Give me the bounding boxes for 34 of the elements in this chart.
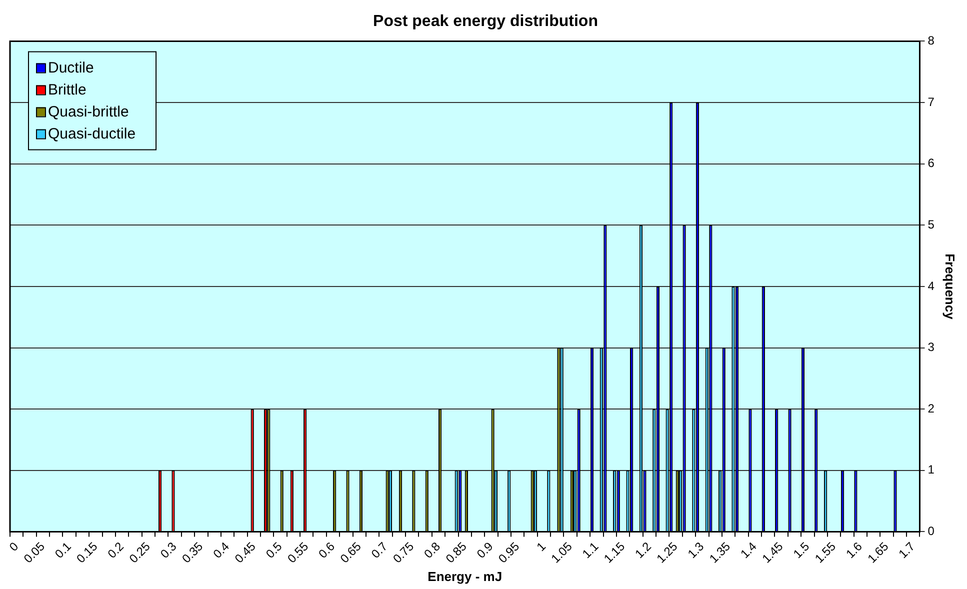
y-tick-label: 2 (928, 401, 935, 416)
x-tick-label: 1.3 (684, 539, 707, 562)
x-tick-label: 1.2 (632, 539, 654, 562)
y-tick-label: 7 (928, 94, 935, 109)
x-tick-label: 1.6 (843, 539, 866, 562)
legend-label: Quasi-brittle (48, 103, 129, 120)
y-tick-label: 0 (928, 524, 935, 538)
x-tick-label: 1.4 (738, 539, 760, 562)
x-tick-label: 0.2 (104, 539, 127, 562)
chart-title: Post peak energy distribution (373, 13, 598, 30)
y-axis-title: Frequency (942, 254, 958, 320)
y-tick-label: 4 (928, 278, 935, 293)
y-tick-label: 1 (928, 462, 935, 477)
legend-label: Ductile (48, 59, 94, 76)
x-tick-label: 0.3 (158, 539, 180, 562)
legend-label: Brittle (48, 81, 86, 98)
x-tick-label: 0 (6, 539, 22, 554)
x-tick-label: 0.7 (368, 539, 390, 562)
y-tick-label: 6 (928, 156, 935, 170)
x-tick-label: 0.4 (210, 539, 232, 562)
legend-label: Quasi-ductile (48, 125, 136, 142)
x-tick-label: 1 (534, 539, 549, 554)
x-tick-label: 1.5 (790, 539, 812, 562)
x-tick-label: 1.1 (579, 539, 602, 562)
x-tick-label: 0.1 (52, 539, 74, 562)
x-tick-label: 0.8 (421, 539, 444, 562)
x-tick-label: 0.5 (263, 539, 285, 562)
y-tick-label: 3 (928, 340, 935, 354)
y-tick-label: 5 (928, 217, 935, 232)
x-tick-label: 0.9 (474, 539, 496, 562)
x-tick-label: 0.6 (316, 539, 338, 562)
y-tick-label: 8 (928, 34, 935, 48)
x-axis-title: Energy - mJ (428, 568, 502, 584)
x-tick-label: 1.7 (896, 539, 918, 562)
